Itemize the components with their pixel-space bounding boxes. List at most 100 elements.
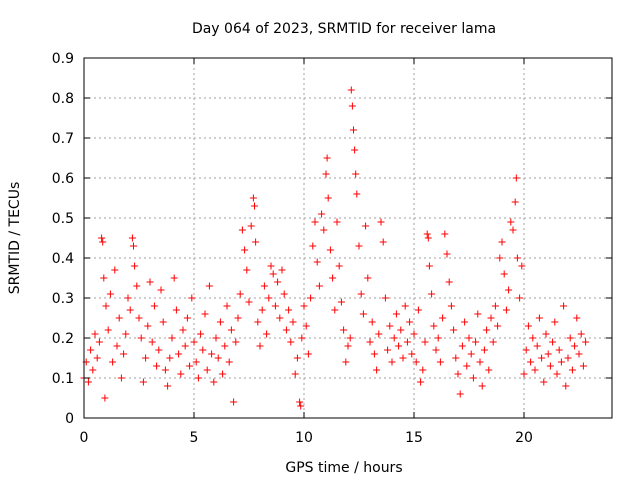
data-point	[485, 366, 493, 374]
data-point	[511, 198, 519, 206]
data-point	[225, 358, 233, 366]
data-point	[166, 354, 174, 362]
data-point	[516, 294, 524, 302]
data-point	[337, 298, 345, 306]
data-point	[399, 354, 407, 362]
data-point	[483, 326, 491, 334]
data-point	[324, 194, 332, 202]
data-point	[157, 286, 165, 294]
data-point	[219, 370, 227, 378]
data-point	[417, 378, 425, 386]
data-point	[238, 226, 246, 234]
data-point	[205, 282, 213, 290]
data-point	[247, 222, 255, 230]
data-point	[95, 338, 103, 346]
data-point	[350, 126, 357, 134]
data-point	[175, 350, 183, 358]
data-point	[410, 330, 418, 338]
data-point	[425, 262, 433, 270]
data-point	[390, 334, 398, 342]
data-point	[340, 326, 348, 334]
data-point	[315, 282, 323, 290]
data-point	[408, 350, 416, 358]
data-point	[99, 238, 107, 246]
data-point	[434, 334, 442, 342]
data-point	[524, 322, 532, 330]
data-point	[463, 362, 471, 370]
data-point	[542, 330, 550, 338]
data-point	[458, 342, 466, 350]
data-point	[276, 314, 284, 322]
data-point	[265, 294, 273, 302]
data-point	[133, 282, 141, 290]
data-point	[520, 370, 528, 378]
data-point	[447, 302, 455, 310]
data-point	[342, 358, 350, 366]
data-point	[562, 382, 570, 390]
data-point	[159, 318, 167, 326]
data-point	[320, 226, 328, 234]
data-point	[401, 302, 409, 310]
data-point	[555, 346, 563, 354]
data-point	[538, 354, 546, 362]
data-point	[256, 342, 264, 350]
data-point	[423, 230, 431, 238]
data-point	[84, 378, 92, 386]
data-point	[164, 382, 172, 390]
data-point	[109, 358, 117, 366]
data-point	[430, 322, 438, 330]
data-point	[243, 266, 251, 274]
data-point	[87, 346, 95, 354]
data-point	[212, 334, 220, 342]
data-point	[384, 346, 392, 354]
data-point	[155, 346, 163, 354]
data-point	[274, 278, 282, 286]
data-point	[375, 330, 383, 338]
data-point	[395, 342, 403, 350]
data-point	[480, 346, 488, 354]
data-point	[287, 338, 295, 346]
data-point	[298, 334, 306, 342]
data-point	[571, 342, 579, 350]
data-point	[419, 366, 427, 374]
data-point	[366, 338, 374, 346]
data-point	[91, 330, 99, 338]
data-point	[392, 310, 400, 318]
data-point	[113, 342, 121, 350]
data-point	[450, 326, 458, 334]
data-point	[172, 306, 180, 314]
data-point	[89, 366, 97, 374]
data-point	[381, 294, 389, 302]
x-axis-label: GPS time / hours	[285, 460, 402, 476]
data-point	[115, 314, 123, 322]
data-point	[467, 350, 475, 358]
data-point	[452, 354, 460, 362]
data-point	[469, 374, 477, 382]
data-point	[560, 302, 568, 310]
data-point	[304, 350, 312, 358]
data-point	[168, 334, 176, 342]
data-point	[161, 366, 169, 374]
data-point	[436, 358, 444, 366]
data-point	[368, 318, 376, 326]
data-point	[203, 366, 211, 374]
data-point	[326, 246, 334, 254]
data-point	[296, 398, 304, 406]
data-point	[122, 330, 130, 338]
x-tick-label: 0	[80, 430, 89, 446]
data-point	[278, 266, 286, 274]
data-point	[379, 238, 387, 246]
data-point	[271, 302, 279, 310]
data-point	[432, 346, 440, 354]
data-point	[352, 170, 360, 178]
data-point	[551, 318, 559, 326]
data-point	[307, 294, 315, 302]
chart-title: Day 064 of 2023, SRMTID for receiver lam…	[192, 21, 496, 37]
data-point	[500, 270, 508, 278]
data-point	[533, 342, 541, 350]
data-point	[104, 326, 112, 334]
data-point	[472, 338, 480, 346]
data-point	[441, 230, 449, 238]
